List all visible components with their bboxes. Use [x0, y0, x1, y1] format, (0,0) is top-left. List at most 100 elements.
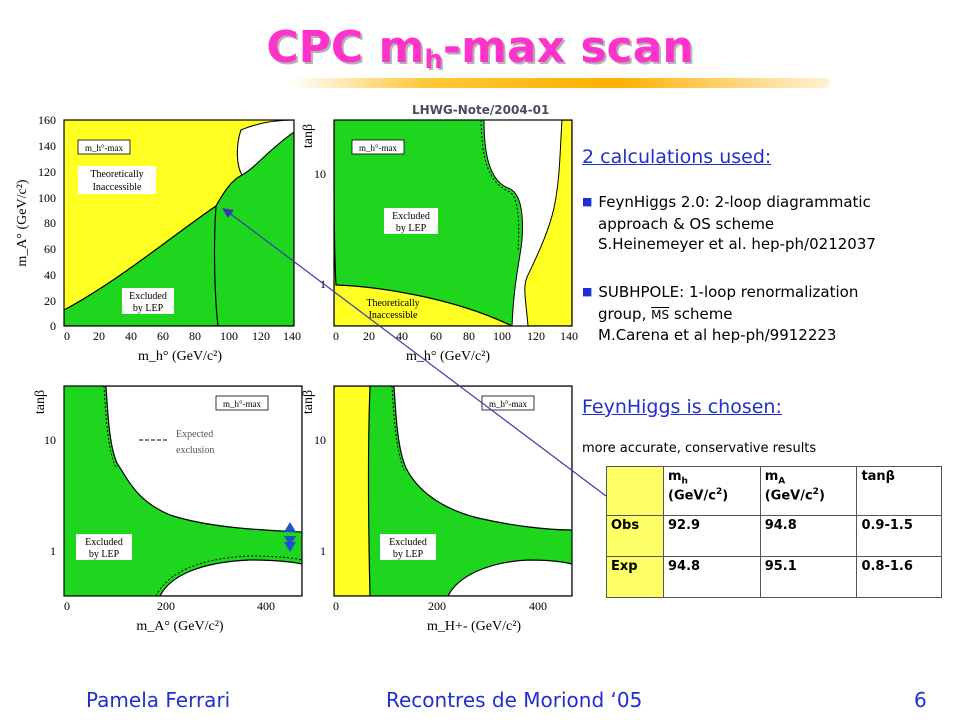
plot-tanb-vs-ma: 0 200 400 1 10 m_A° (GeV/c²) tanβ m_h°-m…	[33, 385, 303, 634]
svg-text:100: 100	[493, 329, 511, 343]
footer-conference: Recontres de Moriond ‘05	[386, 688, 643, 712]
plot-tanb-vs-mh: 0 20 40 60 80 100 120 140 1 10 m_h° (GeV…	[301, 119, 578, 364]
cell-tanb: 0.9-1.5	[856, 515, 942, 557]
svg-text:0: 0	[64, 599, 70, 613]
row-label: Obs	[606, 515, 664, 557]
svg-text:80: 80	[189, 329, 201, 343]
svg-text:120: 120	[527, 329, 545, 343]
svg-text:80: 80	[44, 216, 56, 230]
cell-mh: 94.8	[663, 556, 761, 598]
x-axis-label-p3: m_A° (GeV/c²)	[136, 619, 223, 634]
svg-text:40: 40	[44, 268, 56, 282]
excluded-label-2-p1: by LEP	[133, 303, 164, 314]
theoretically-label-1-p1: Theoretically	[90, 169, 143, 180]
svg-text:400: 400	[529, 599, 547, 613]
x-axis-label-p2: m_h° (GeV/c²)	[406, 349, 490, 364]
cell-ma: 95.1	[759, 556, 858, 598]
svg-text:1: 1	[50, 544, 56, 558]
header-mh: mh (GeV/c2)	[663, 466, 761, 516]
y-axis-ticks-p4: 1 10	[314, 433, 326, 558]
svg-text:0: 0	[50, 319, 56, 333]
svg-text:1: 1	[320, 544, 326, 558]
svg-text:0: 0	[333, 329, 339, 343]
svg-text:20: 20	[44, 294, 56, 308]
expected-label-2: exclusion	[176, 445, 214, 456]
cell-ma: 94.8	[759, 515, 858, 557]
x-axis-label-p1: m_h° (GeV/c²)	[138, 349, 222, 364]
chosen-subtext: more accurate, conservative results	[582, 441, 817, 456]
svg-text:0: 0	[333, 599, 339, 613]
excluded-label-2-p3: by LEP	[89, 549, 120, 560]
reference-note: LHWG-Note/2004-01	[412, 103, 550, 117]
svg-text:10: 10	[314, 167, 326, 181]
svg-text:140: 140	[560, 329, 578, 343]
table-row: Obs 92.9 94.8 0.9-1.5	[606, 515, 942, 557]
scenario-label-p1: m_h°-max	[85, 143, 124, 153]
plot-ma-vs-mh: 0 20 40 60 80 100 120 140 0 20 40 60 80 …	[15, 113, 301, 364]
cell-mh: 92.9	[663, 515, 761, 557]
svg-text:100: 100	[220, 329, 238, 343]
range-arrows-icon	[284, 522, 296, 552]
svg-text:10: 10	[44, 433, 56, 447]
excluded-label-2-p4: by LEP	[393, 549, 424, 560]
svg-text:120: 120	[38, 165, 56, 179]
slide-title: CPC mh-max scan	[266, 22, 694, 75]
scenario-label-p4: m_h°-max	[489, 399, 528, 409]
x-axis-ticks-p2: 0 20 40 60 80 100 120 140	[333, 329, 578, 343]
table-header-row: mh (GeV/c2) mA (GeV/c2) tanβ	[606, 466, 942, 516]
plot-tanb-vs-mhpm: 0 200 400 1 10 m_H+- (GeV/c²) tanβ m_h°-…	[301, 385, 573, 634]
y-axis-label-p4: tanβ	[301, 390, 316, 414]
bullet-square-icon: ■	[582, 285, 593, 298]
svg-text:40: 40	[125, 329, 137, 343]
excluded-label-2-p2: by LEP	[396, 223, 427, 234]
svg-text:160: 160	[38, 113, 56, 127]
footer-page-number: 6	[914, 688, 927, 712]
y-axis-label-p1: m_A° (GeV/c²)	[15, 179, 30, 266]
y-axis-ticks-p1: 0 20 40 60 80 100 120 140 160	[38, 113, 56, 333]
svg-text:100: 100	[38, 191, 56, 205]
header-empty-cell	[606, 466, 664, 516]
x-axis-label-p4: m_H+- (GeV/c²)	[427, 619, 521, 634]
results-table: mh (GeV/c2) mA (GeV/c2) tanβ Obs 92.9 94.8…	[606, 466, 942, 598]
scenario-label-p2: m_h°-max	[359, 143, 398, 153]
x-axis-ticks-p3: 0 200 400	[64, 599, 275, 613]
svg-text:200: 200	[428, 599, 446, 613]
svg-text:60: 60	[430, 329, 442, 343]
svg-text:400: 400	[257, 599, 275, 613]
header-tanb: tanβ	[856, 466, 942, 516]
y-axis-label-p2: tanβ	[301, 124, 316, 148]
theoretically-label-1-p2: Theoretically	[366, 298, 419, 309]
expected-label-1: Expected	[176, 429, 213, 440]
excluded-label-1-p3: Excluded	[85, 537, 123, 548]
calculations-heading: 2 calculations used:	[582, 146, 772, 168]
bullet-square-icon: ■	[582, 195, 593, 208]
scenario-label-p3: m_h°-max	[223, 399, 262, 409]
excluded-label-1-p2: Excluded	[392, 211, 430, 222]
excluded-label-1-p1: Excluded	[129, 291, 167, 302]
bullet-feynhiggs: ■ FeynHiggs 2.0: 2-loop diagrammatic appr…	[582, 193, 876, 253]
y-axis-label-p3: tanβ	[33, 390, 48, 414]
x-axis-ticks-p1: 0 20 40 60 80 100 120 140	[64, 329, 301, 343]
svg-text:140: 140	[38, 139, 56, 153]
bullet-subhpole: ■ SUBHPOLE: 1-loop renormalization group,…	[582, 283, 859, 344]
y-axis-ticks-p3: 1 10	[44, 433, 56, 558]
svg-text:80: 80	[463, 329, 475, 343]
footer-author: Pamela Ferrari	[86, 688, 231, 712]
theoretically-label-2-p2: Inaccessible	[369, 310, 418, 321]
svg-text:20: 20	[93, 329, 105, 343]
cell-tanb: 0.8-1.6	[856, 556, 942, 598]
svg-text:40: 40	[396, 329, 408, 343]
svg-text:60: 60	[157, 329, 169, 343]
svg-text:20: 20	[363, 329, 375, 343]
y-axis-ticks-p2: 1 10	[314, 167, 326, 291]
header-ma: mA (GeV/c2)	[759, 466, 858, 516]
x-axis-ticks-p4: 0 200 400	[333, 599, 547, 613]
theoretically-label-2-p1: Inaccessible	[93, 182, 142, 193]
table-row: Exp 94.8 95.1 0.8-1.6	[606, 556, 942, 598]
svg-text:120: 120	[252, 329, 270, 343]
svg-text:10: 10	[314, 433, 326, 447]
svg-text:200: 200	[157, 599, 175, 613]
svg-text:60: 60	[44, 242, 56, 256]
svg-text:0: 0	[64, 329, 70, 343]
svg-text:1: 1	[320, 277, 326, 291]
